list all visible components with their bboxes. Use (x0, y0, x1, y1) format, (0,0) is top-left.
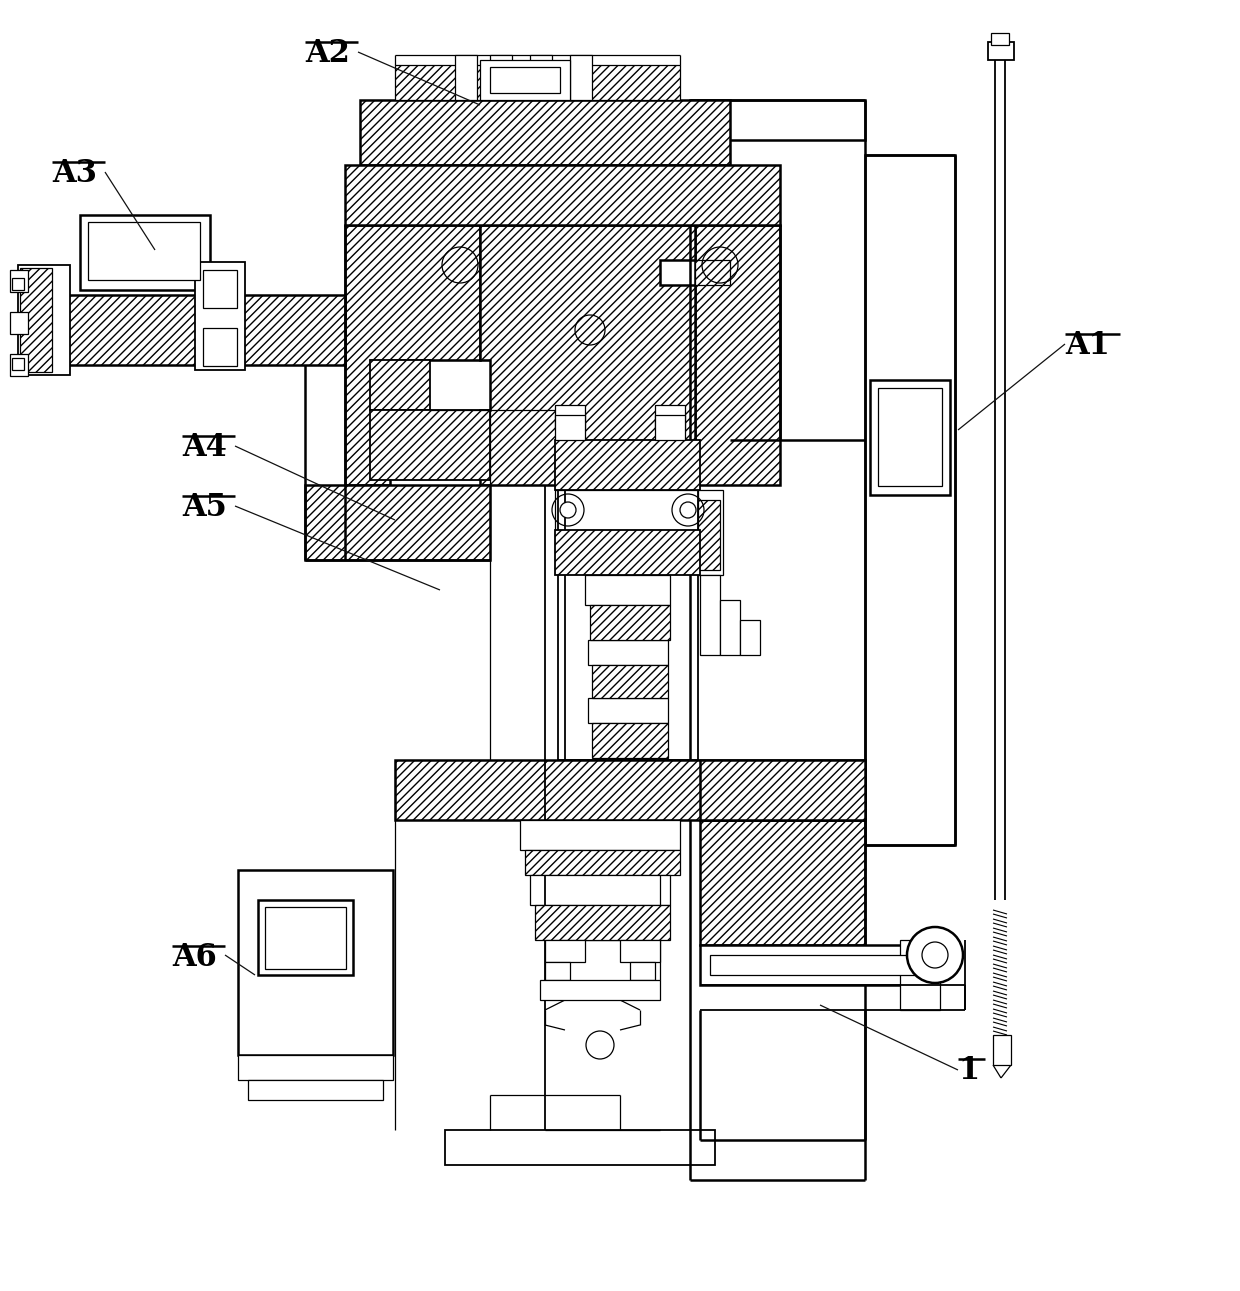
Polygon shape (480, 59, 570, 99)
Polygon shape (694, 225, 780, 485)
Polygon shape (490, 67, 560, 93)
Polygon shape (701, 820, 866, 945)
Text: A4: A4 (182, 432, 227, 463)
Polygon shape (370, 360, 430, 411)
Polygon shape (701, 760, 866, 820)
Text: A5: A5 (182, 492, 227, 523)
Polygon shape (520, 820, 680, 849)
Polygon shape (585, 574, 670, 605)
Polygon shape (50, 296, 345, 365)
Polygon shape (203, 328, 237, 367)
Polygon shape (988, 43, 1014, 59)
Polygon shape (546, 940, 585, 962)
Polygon shape (655, 405, 684, 430)
Polygon shape (258, 900, 353, 975)
Polygon shape (591, 723, 668, 758)
Polygon shape (265, 908, 346, 970)
Text: 1: 1 (959, 1055, 980, 1086)
Polygon shape (698, 500, 720, 571)
Polygon shape (525, 849, 680, 875)
Polygon shape (345, 225, 480, 485)
Polygon shape (620, 940, 660, 962)
Polygon shape (345, 165, 780, 225)
Polygon shape (701, 574, 720, 655)
Polygon shape (590, 605, 670, 640)
Polygon shape (878, 389, 942, 485)
Polygon shape (238, 1055, 393, 1081)
Polygon shape (556, 405, 585, 430)
Polygon shape (12, 358, 24, 371)
Polygon shape (539, 980, 660, 1001)
Polygon shape (238, 870, 393, 1055)
Polygon shape (305, 485, 490, 560)
Polygon shape (556, 491, 701, 531)
Polygon shape (546, 962, 570, 980)
Polygon shape (689, 99, 866, 139)
Circle shape (560, 502, 577, 518)
Polygon shape (570, 56, 591, 99)
Circle shape (923, 942, 949, 968)
Polygon shape (556, 440, 701, 491)
Text: A1: A1 (1065, 330, 1110, 361)
Polygon shape (203, 270, 237, 309)
Polygon shape (10, 270, 29, 292)
Polygon shape (10, 312, 29, 334)
Text: A3: A3 (52, 158, 97, 188)
Polygon shape (591, 665, 668, 698)
Polygon shape (556, 414, 585, 440)
Polygon shape (991, 34, 1009, 45)
Polygon shape (740, 620, 760, 655)
Polygon shape (588, 640, 668, 665)
Polygon shape (993, 1035, 1011, 1065)
Polygon shape (360, 99, 730, 165)
Polygon shape (195, 262, 246, 371)
Polygon shape (88, 222, 200, 280)
Text: A2: A2 (305, 37, 350, 68)
Polygon shape (10, 354, 29, 376)
Polygon shape (370, 411, 490, 480)
Polygon shape (480, 225, 694, 485)
Polygon shape (20, 269, 52, 372)
Circle shape (906, 927, 963, 982)
Polygon shape (588, 698, 668, 723)
Polygon shape (900, 940, 940, 1010)
Polygon shape (490, 56, 512, 99)
Polygon shape (694, 259, 730, 285)
Polygon shape (396, 760, 866, 820)
Polygon shape (455, 56, 477, 99)
Polygon shape (81, 216, 210, 290)
Polygon shape (529, 875, 670, 905)
Polygon shape (701, 945, 930, 985)
Polygon shape (19, 265, 69, 374)
Polygon shape (711, 955, 920, 975)
Polygon shape (630, 962, 655, 980)
Polygon shape (870, 380, 950, 494)
Polygon shape (698, 491, 723, 574)
Polygon shape (12, 278, 24, 290)
Polygon shape (445, 1130, 715, 1164)
Polygon shape (720, 600, 740, 655)
Polygon shape (529, 56, 552, 99)
Polygon shape (655, 414, 684, 440)
Polygon shape (556, 531, 701, 574)
Circle shape (680, 502, 696, 518)
Polygon shape (248, 1081, 383, 1100)
Text: A6: A6 (172, 942, 217, 973)
Polygon shape (534, 905, 670, 940)
Polygon shape (396, 65, 680, 99)
Polygon shape (866, 155, 955, 846)
